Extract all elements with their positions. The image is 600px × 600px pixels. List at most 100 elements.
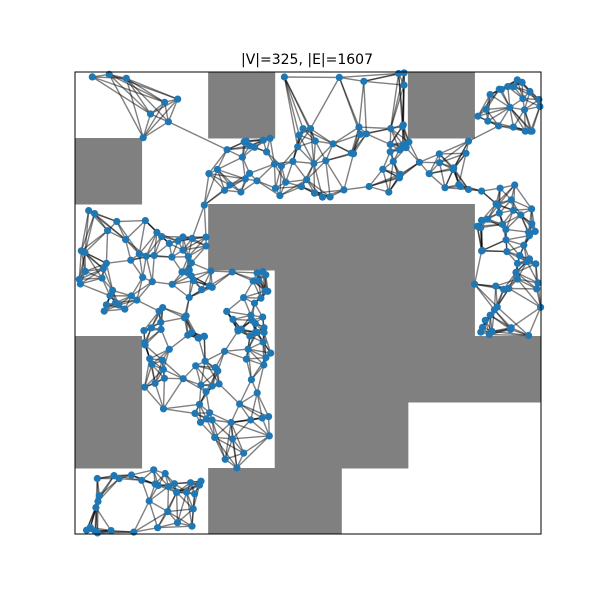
graph-node [247, 376, 255, 384]
graph-node [221, 186, 229, 194]
graph-edge [162, 378, 184, 410]
graph-edge [168, 121, 228, 151]
graph-edge [390, 128, 401, 151]
graph-node [213, 165, 221, 174]
graph-edge [142, 101, 166, 139]
graph-node [490, 306, 498, 314]
graph-node [389, 157, 397, 165]
graph-edge [105, 230, 109, 264]
graph-edge [482, 249, 507, 253]
graph-edge [482, 239, 507, 252]
graph-edge [149, 348, 170, 360]
graph-edge [390, 73, 400, 129]
graph-node [525, 331, 533, 340]
graph-edge [239, 403, 269, 418]
graph-node [310, 189, 319, 197]
graph-node [221, 455, 229, 463]
graph-node [148, 278, 156, 286]
graph-node [146, 355, 154, 363]
graph-node [512, 268, 520, 276]
graph-node [77, 247, 85, 255]
graph-edge [204, 350, 225, 362]
graph-edge [473, 250, 483, 285]
graph-node [196, 418, 205, 426]
graph-node [211, 433, 219, 441]
graph-edge [480, 203, 497, 221]
graph-edge [133, 500, 150, 533]
graph-node [533, 285, 541, 293]
graph-node [127, 471, 136, 479]
graph-edge [238, 379, 253, 405]
graph-node [178, 268, 186, 276]
graph-edge [144, 344, 163, 361]
graph-node [528, 205, 536, 213]
graph-edge [80, 268, 104, 285]
graph-edge [496, 306, 530, 337]
graph-node [477, 328, 485, 336]
obstacle-cell [341, 402, 409, 469]
graph-edge [322, 189, 345, 198]
graph-node [211, 364, 219, 372]
graph-node [86, 523, 94, 532]
graph-node [435, 150, 443, 158]
graph-edge [224, 330, 239, 352]
graph-edge [256, 364, 265, 394]
graph-node [201, 357, 209, 365]
graph-edge [168, 334, 189, 350]
graph-node [98, 274, 106, 282]
graph-edge [142, 113, 152, 138]
obstacle-cell [208, 204, 276, 271]
graph-edge [92, 76, 165, 103]
graph-edge [84, 210, 90, 253]
graph-node [387, 124, 395, 133]
graph-node [183, 488, 191, 496]
graph-edge [78, 250, 82, 280]
graph-node [516, 252, 524, 260]
graph-edge [108, 73, 178, 100]
graph-node [502, 236, 510, 244]
obstacle-cell [274, 270, 342, 337]
graph-node [277, 162, 285, 170]
graph-node [534, 279, 542, 287]
graph-node [385, 188, 393, 196]
graph-edge [163, 368, 184, 380]
graph-edge [509, 106, 533, 132]
graph-edge [343, 185, 370, 191]
graph-edge [517, 278, 538, 290]
graph-edge [167, 511, 193, 527]
graph-node [184, 331, 192, 339]
graph-edge [108, 73, 165, 103]
graph-edge [397, 73, 404, 127]
graph-node [276, 192, 284, 200]
graph-node [170, 480, 178, 488]
graph-node [481, 316, 489, 324]
graph-edge [130, 276, 144, 297]
graph-node [246, 169, 254, 177]
graph-edge [138, 253, 144, 278]
graph-node [233, 464, 241, 472]
graph-edge [163, 408, 196, 415]
graph-node [436, 159, 444, 167]
graph-edge [141, 480, 150, 502]
obstacle-cell [341, 204, 409, 271]
graph-node [259, 338, 267, 346]
graph-node [148, 360, 156, 369]
graph-node [395, 146, 404, 154]
graph-edge [232, 435, 270, 440]
graph-edge [153, 469, 169, 488]
graph-node [158, 356, 166, 364]
graph-node [251, 143, 259, 151]
graph-edge [131, 469, 154, 476]
graph-node [188, 522, 196, 530]
obstacle-cell [474, 336, 542, 403]
graph-edge [495, 278, 518, 287]
graph-edge [313, 163, 324, 198]
graph-node [75, 275, 83, 283]
graph-edge [339, 72, 399, 79]
graph-edge [339, 76, 364, 82]
graph-node [242, 355, 250, 363]
graph-node [509, 123, 517, 131]
graph-edge [145, 232, 158, 257]
graph-node [329, 140, 337, 148]
obstacle-cell [407, 204, 475, 271]
